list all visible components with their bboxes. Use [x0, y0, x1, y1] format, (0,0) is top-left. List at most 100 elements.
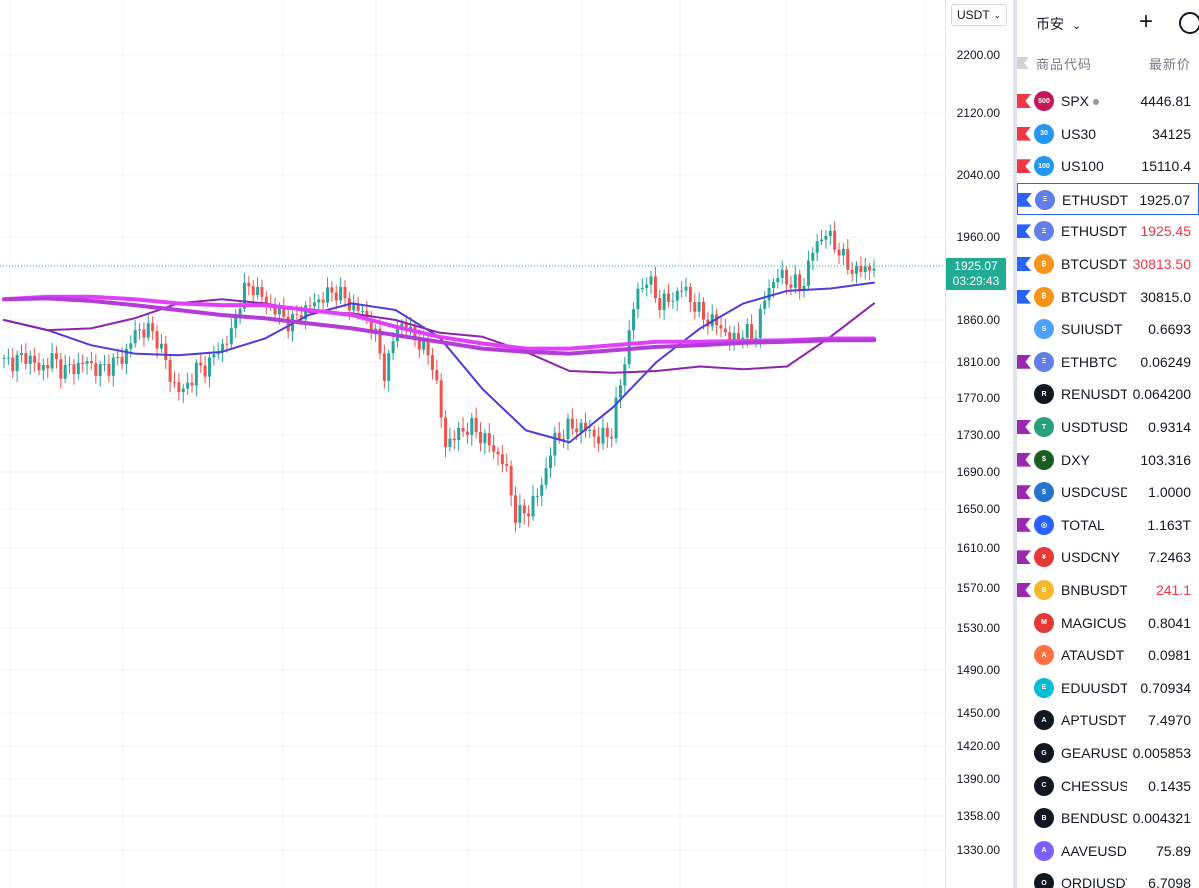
candle-body	[409, 326, 413, 330]
candle-body	[649, 276, 653, 285]
watchlist-row[interactable]: C CHESSUSDT 0.1435	[1017, 770, 1199, 802]
watchlist-row[interactable]: $ DXY 103.316	[1017, 444, 1199, 476]
candle-body	[846, 248, 850, 270]
moving-average-line	[3, 298, 875, 374]
candle-body	[483, 433, 487, 444]
candle-body	[793, 274, 797, 288]
flag-column-icon[interactable]	[1017, 57, 1029, 69]
watchlist-row[interactable]: A APTUSDT 7.4970	[1017, 704, 1199, 736]
watchlist-row[interactable]: Ξ ETHUSDT 1925.07	[1017, 182, 1199, 215]
candle-body	[33, 355, 37, 363]
candle-body	[352, 304, 356, 311]
candle-body	[614, 397, 618, 439]
flag-icon[interactable]	[1017, 289, 1031, 304]
watchlist-row[interactable]: Ξ ETHBTC 0.06249	[1017, 346, 1199, 378]
flag-icon[interactable]	[1017, 354, 1031, 369]
chart-pane[interactable]	[0, 0, 945, 888]
candle-body	[697, 301, 701, 312]
candle-body	[492, 445, 496, 452]
watchlist-row[interactable]: ₿ BTCUSDT 30815.0	[1017, 281, 1199, 313]
flag-icon[interactable]	[1017, 420, 1031, 434]
candle-body	[509, 465, 513, 496]
candle-body	[675, 291, 679, 301]
price-tick: 1530.00	[956, 621, 1000, 635]
candle-body	[592, 429, 596, 437]
clock-icon[interactable]	[1179, 12, 1199, 34]
watchlist-row[interactable]: R RENUSDT 0.064200	[1017, 378, 1199, 410]
candle-body	[719, 325, 723, 329]
candle-body	[863, 266, 867, 272]
watchlist-row[interactable]: A ATAUSDT 0.0981	[1017, 639, 1199, 671]
flag-icon[interactable]	[1017, 550, 1031, 565]
candle-body	[15, 354, 19, 372]
flag-icon[interactable]	[1017, 224, 1031, 239]
watchlist-row[interactable]: E EDUUSDT 0.70934	[1017, 672, 1199, 704]
price-scale[interactable]: USDT ⌄ 2200.00 2120.00 2040.00 1960.00 1860.…	[945, 0, 1014, 888]
candle-body	[479, 432, 483, 444]
flag-icon[interactable]	[1017, 452, 1031, 467]
watchlist-row[interactable]: ¥ USDCNY 7.2463	[1017, 541, 1199, 573]
symbol-logo-icon: Ξ	[1035, 189, 1055, 210]
watchlist-row[interactable]: 100 US100 15110.4	[1017, 150, 1199, 182]
watchlist-row[interactable]: O ORDIUSDT 6.7098	[1017, 867, 1199, 888]
candle-body	[212, 354, 216, 358]
candle-body	[11, 357, 15, 372]
candle-body	[138, 329, 142, 331]
candle-body	[400, 323, 404, 329]
candle-body	[50, 353, 54, 369]
watchlist-row[interactable]: Ξ ETHUSDT 1925.45	[1017, 215, 1199, 247]
add-symbol-button[interactable]: +	[1139, 8, 1154, 35]
flag-icon[interactable]	[1017, 485, 1031, 500]
watchlist-row[interactable]: ◎ TOTAL 1.163T	[1017, 509, 1199, 541]
watchlist-row[interactable]: B BNBUSDT 241.1	[1017, 574, 1199, 606]
candle-body	[155, 331, 159, 349]
flag-icon[interactable]	[1017, 94, 1031, 108]
flag-icon[interactable]	[1018, 192, 1032, 207]
currency-select[interactable]: USDT ⌄	[951, 4, 1007, 26]
candle-body	[771, 282, 775, 288]
candle-body	[557, 432, 561, 439]
column-symbol[interactable]: 商品代码	[1036, 57, 1093, 72]
candle-body	[811, 252, 815, 261]
flag-icon[interactable]	[1017, 126, 1031, 141]
candle-body	[46, 365, 50, 369]
symbol-name: USDCUSDT	[1061, 484, 1127, 501]
flag-icon[interactable]	[1017, 517, 1031, 532]
candle-body	[789, 284, 793, 288]
flag-icon[interactable]	[1017, 159, 1031, 174]
symbol-name: GEARUSDT	[1061, 745, 1127, 761]
watchlist-row[interactable]: A AAVEUSDT 75.89	[1017, 835, 1199, 867]
watchlist-row[interactable]: 500 SPX 4446.81	[1017, 85, 1199, 117]
watchlist-row[interactable]: ₿ BTCUSDT 30813.50	[1017, 248, 1199, 280]
candle-body	[295, 314, 299, 316]
column-last[interactable]: 最新价	[1148, 57, 1191, 72]
symbol-last-price: 0.005853	[1132, 745, 1191, 761]
symbol-logo-icon: A	[1034, 840, 1054, 861]
watchlist-row[interactable]: M MAGICUSDT 0.8041	[1017, 607, 1199, 639]
candle-body	[548, 455, 552, 469]
watchlist-row[interactable]: T USDTUSD 0.9314	[1017, 411, 1199, 443]
watchlist-row[interactable]: 30 US30 34125	[1017, 118, 1199, 150]
watchlist-row[interactable]: $ USDCUSDT 1.0000	[1017, 476, 1199, 508]
price-chart[interactable]	[0, 0, 945, 888]
watchlist-row[interactable]: S SUIUSDT 0.6693	[1017, 313, 1199, 345]
symbol-last-price: 30813.50	[1132, 256, 1191, 272]
candle-body	[229, 328, 233, 345]
panel-divider[interactable]	[1013, 0, 1017, 888]
chevron-down-icon: ⌄	[1071, 20, 1082, 32]
symbol-last-price: 0.004321	[1132, 810, 1191, 827]
candle-body	[304, 305, 308, 320]
price-tick: 1860.00	[956, 313, 1000, 327]
candle-body	[81, 362, 85, 365]
candle-body	[575, 428, 579, 433]
candle-body	[680, 290, 684, 292]
symbol-logo-icon: B	[1034, 580, 1054, 600]
flag-icon[interactable]	[1017, 583, 1031, 597]
watchlist-row[interactable]: G GEARUSDT 0.005853	[1017, 737, 1199, 769]
watchlist-title-button[interactable]: 币安 ⌄	[1036, 14, 1081, 34]
candle-body	[111, 357, 115, 376]
flag-icon[interactable]	[1017, 257, 1031, 271]
price-tick: 1450.00	[956, 706, 1000, 720]
watchlist-row[interactable]: B BENDUSDT 0.004321	[1017, 802, 1199, 834]
price-tick: 1770.00	[956, 391, 1000, 405]
